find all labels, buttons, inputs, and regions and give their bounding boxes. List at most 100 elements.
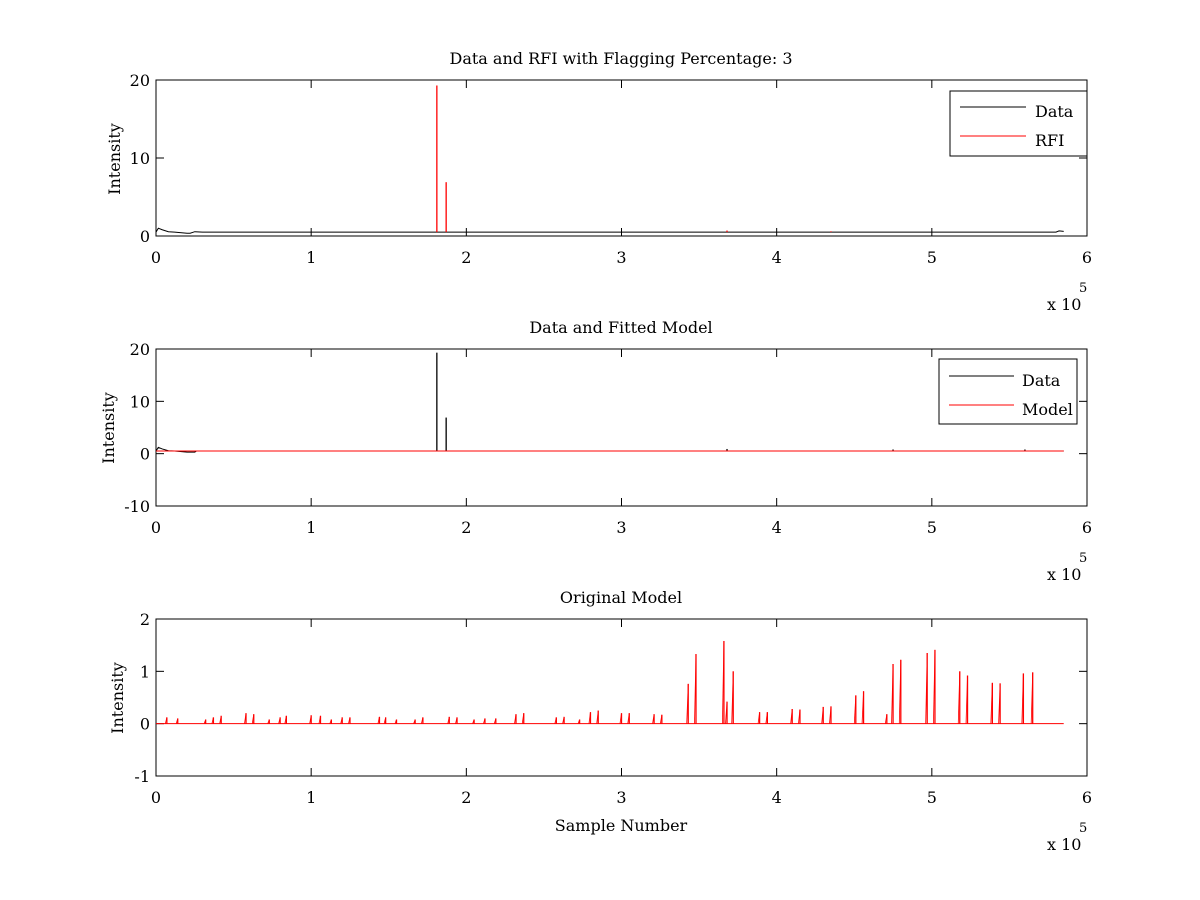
x-tick-label: 0 <box>151 518 161 537</box>
y-tick-label: 2 <box>140 610 150 629</box>
legend-box <box>938 358 1078 425</box>
x-exponent-label: x 10 <box>1047 295 1081 314</box>
spike-edge <box>383 717 387 724</box>
subplot-title: Data and Fitted Model <box>529 318 712 337</box>
spike-edge <box>686 683 689 724</box>
spike-edge <box>1021 673 1024 724</box>
spike-edge <box>164 717 168 724</box>
spike-edge <box>898 659 902 724</box>
legend-label-data: Data <box>1035 102 1074 121</box>
spike-edge <box>731 671 734 724</box>
spike-edge <box>694 654 697 724</box>
spike-edge <box>483 718 486 724</box>
x-tick-label: 1 <box>306 518 316 537</box>
legend-label-data: Data <box>1022 371 1061 390</box>
spike-edge <box>278 717 281 724</box>
x-tick-label: 1 <box>306 788 316 807</box>
y-tick-label: 20 <box>130 71 150 90</box>
spike-edge <box>861 691 864 724</box>
subplot-fitted-model: Data and Fitted Model Intensity x 10 5 0… <box>99 318 1092 584</box>
spike-edge <box>472 719 475 724</box>
y-tick-label: 0 <box>140 445 150 464</box>
y-tick-label: -1 <box>134 767 150 786</box>
legend: Data RFI <box>949 90 1088 157</box>
spike-edge <box>853 695 857 724</box>
spike-edge <box>990 682 993 724</box>
y-tick-label: 0 <box>140 227 150 246</box>
subplot-title: Original Model <box>560 588 682 607</box>
x-exponent: 5 <box>1079 281 1087 296</box>
spike-edge <box>577 719 580 724</box>
spike-edge <box>420 717 424 724</box>
spike-edge <box>562 716 565 724</box>
x-tick-label: 2 <box>461 248 471 267</box>
legend: Data Model <box>938 358 1078 425</box>
x-tick-label: 2 <box>461 518 471 537</box>
x-exponent: 5 <box>1079 551 1087 566</box>
series-data-line <box>155 227 1064 234</box>
spike-edge <box>329 719 332 724</box>
spike-edge <box>318 715 321 724</box>
spike-edge <box>790 708 793 724</box>
spike-edge <box>219 715 222 724</box>
spike-edge <box>413 719 416 724</box>
y-tick-label: -10 <box>124 497 150 516</box>
x-tick-label: 5 <box>927 518 937 537</box>
spike-edge <box>891 663 894 724</box>
y-tick-label: 0 <box>140 715 150 734</box>
y-tick-label: 10 <box>130 149 150 168</box>
spike-edge <box>1030 672 1034 724</box>
x-tick-label: 3 <box>616 248 626 267</box>
y-tick-label: 1 <box>140 662 150 681</box>
spike-edge <box>757 712 760 724</box>
spike-edge <box>765 712 768 724</box>
subplot-original-model: Original Model Intensity Sample Number x… <box>108 588 1092 854</box>
spike-edge <box>652 714 655 724</box>
x-tick-label: 3 <box>616 788 626 807</box>
axes-box <box>155 618 1088 777</box>
spike-edge <box>659 714 663 724</box>
spike-edge <box>244 713 247 724</box>
y-axis-label: Intensity <box>108 662 127 734</box>
spike-edge <box>933 649 936 724</box>
spike-edge <box>394 719 397 724</box>
y-tick-label: 10 <box>130 392 150 411</box>
y-axis-label: Intensity <box>99 392 118 464</box>
spike-edge <box>455 717 458 724</box>
subplot-rfi: Data and RFI with Flagging Percentage: 3… <box>105 49 1092 314</box>
subplot-title: Data and RFI with Flagging Percentage: 3 <box>449 49 792 68</box>
x-tick-label: 5 <box>927 788 937 807</box>
axes-box <box>155 79 1088 237</box>
x-axis-label: Sample Number <box>555 816 688 835</box>
x-tick-label: 4 <box>772 518 782 537</box>
spike-edge <box>619 713 622 724</box>
spike-edge <box>521 713 525 724</box>
x-exponent-label: x 10 <box>1047 565 1081 584</box>
x-tick-label: 1 <box>306 248 316 267</box>
x-tick-label: 4 <box>772 248 782 267</box>
y-tick-label: 20 <box>130 340 150 359</box>
spike-edge <box>722 640 725 724</box>
spike-edge <box>588 712 591 724</box>
spike-edge <box>798 709 801 724</box>
x-tick-label: 5 <box>927 248 937 267</box>
spike-edge <box>203 719 207 724</box>
spike-edge <box>447 716 450 724</box>
legend-label-model: Model <box>1022 400 1073 419</box>
legend-label-rfi: RFI <box>1035 131 1064 150</box>
x-tick-label: 0 <box>151 248 161 267</box>
x-tick-label: 6 <box>1082 248 1092 267</box>
spike-edge <box>377 716 380 724</box>
spike-edge <box>251 714 255 724</box>
spike-edge <box>925 653 928 724</box>
spike-edge <box>493 718 497 724</box>
y-axis-label: Intensity <box>105 123 124 195</box>
spike-edge <box>211 717 214 724</box>
spike-edge <box>965 675 968 724</box>
x-tick-label: 0 <box>151 788 161 807</box>
spike-edge <box>627 713 630 724</box>
plot-area: 0 1 2 3 4 5 6 0 10 20 <box>130 71 1092 267</box>
